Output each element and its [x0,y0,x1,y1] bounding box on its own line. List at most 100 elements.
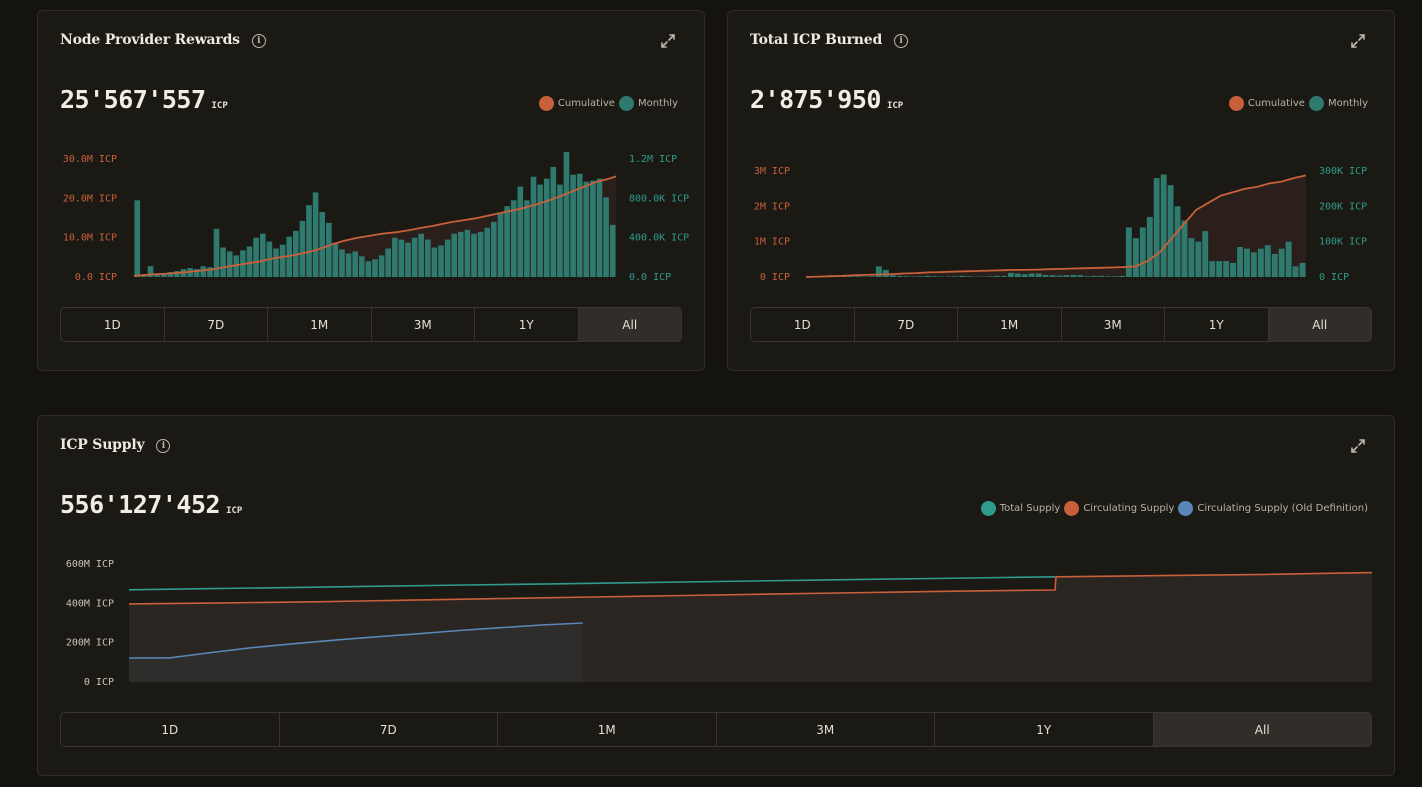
cumulative-line[interactable] [805,174,1307,278]
monthly-bar[interactable] [1264,245,1271,277]
monthly-bar[interactable] [1271,254,1278,277]
range-button-1y[interactable]: 1Y [1165,308,1269,341]
monthly-bar[interactable] [931,276,938,277]
monthly-bar[interactable] [1195,241,1202,277]
range-button-all[interactable]: All [1153,713,1371,746]
monthly-bar[interactable] [1257,248,1264,277]
monthly-bar[interactable] [1028,273,1035,278]
monthly-bar[interactable] [378,255,385,277]
monthly-bar[interactable] [987,276,993,277]
monthly-bar[interactable] [134,200,141,277]
monthly-bar[interactable] [286,236,292,277]
monthly-bar[interactable] [160,273,167,277]
monthly-bar[interactable] [1000,275,1007,277]
monthly-bar[interactable] [603,197,609,277]
monthly-bar[interactable] [1223,261,1230,277]
monthly-bar[interactable] [924,275,931,277]
monthly-bar[interactable] [1014,273,1021,278]
monthly-bar[interactable] [994,275,1000,277]
monthly-bar[interactable] [1202,231,1209,277]
monthly-bar[interactable] [193,269,200,277]
monthly-bar[interactable] [1160,174,1167,278]
monthly-bar[interactable] [425,239,431,277]
monthly-bar[interactable] [458,231,464,277]
monthly-bar[interactable] [365,261,372,277]
monthly-bar[interactable] [464,229,471,277]
info-icon[interactable]: i [251,34,266,48]
monthly-bar[interactable] [875,266,882,277]
monthly-bar[interactable] [147,266,154,277]
monthly-bar[interactable] [398,239,405,277]
monthly-bar[interactable] [1119,275,1125,277]
range-button-3m[interactable]: 3M [717,713,935,746]
monthly-bar[interactable] [306,205,312,277]
monthly-bar[interactable] [385,248,391,278]
monthly-bar[interactable] [167,272,174,277]
monthly-bar[interactable] [438,245,444,278]
monthly-bar[interactable] [855,276,861,277]
monthly-bar[interactable] [848,276,855,277]
monthly-bar[interactable] [1063,275,1070,277]
monthly-bar[interactable] [1167,185,1174,277]
range-button-1d[interactable]: 1D [751,308,855,341]
circulating-supply-line[interactable] [128,571,1373,605]
monthly-bar[interactable] [889,275,896,277]
expand-icon[interactable] [660,33,676,49]
legend-monthly[interactable]: Monthly [618,96,678,111]
range-button-7d[interactable]: 7D [280,713,498,746]
monthly-bar[interactable] [345,253,352,277]
monthly-bar[interactable] [1021,274,1028,277]
expand-icon[interactable] [1350,438,1366,454]
monthly-bar[interactable] [550,166,557,277]
range-button-all[interactable]: All [1268,308,1371,341]
monthly-bar[interactable] [213,228,220,277]
monthly-bar[interactable] [405,242,411,277]
monthly-bar[interactable] [1174,206,1181,277]
range-button-1m[interactable]: 1M [498,713,717,746]
monthly-bar[interactable] [1132,238,1139,277]
monthly-bar[interactable] [332,242,339,277]
monthly-bar[interactable] [352,251,358,277]
monthly-bar[interactable] [273,248,279,278]
monthly-bar[interactable] [537,184,543,277]
monthly-bar[interactable] [418,233,424,277]
range-button-7d[interactable]: 7D [855,308,958,341]
range-button-3m[interactable]: 3M [372,308,475,341]
monthly-bar[interactable] [253,237,259,277]
monthly-bar[interactable] [1112,276,1118,277]
monthly-bar[interactable] [896,275,903,277]
monthly-bar[interactable] [917,276,924,277]
monthly-bar[interactable] [517,186,524,278]
range-button-1y[interactable]: 1Y [935,713,1154,746]
monthly-bar[interactable] [1077,275,1084,277]
monthly-bar[interactable] [226,251,233,277]
monthly-bar[interactable] [484,227,490,277]
monthly-bar[interactable] [372,259,378,277]
monthly-bar[interactable] [339,249,345,278]
monthly-bar[interactable] [359,256,365,277]
monthly-bar[interactable] [1188,238,1195,277]
monthly-bar[interactable] [1299,262,1306,277]
range-button-1m[interactable]: 1M [268,308,372,341]
monthly-bar[interactable] [1084,276,1091,277]
range-button-1y[interactable]: 1Y [475,308,579,341]
monthly-bar[interactable] [312,192,319,277]
legend-cumulative[interactable]: Cumulative [1228,96,1305,111]
range-button-1m[interactable]: 1M [958,308,1062,341]
monthly-bar[interactable] [174,271,180,277]
monthly-bar[interactable] [477,231,484,277]
monthly-bar[interactable] [326,222,332,277]
monthly-bar[interactable] [959,275,966,277]
monthly-bar[interactable] [154,275,160,277]
monthly-bar[interactable] [1209,261,1216,277]
monthly-bar[interactable] [1230,262,1236,277]
range-button-3m[interactable]: 3M [1062,308,1165,341]
monthly-bar[interactable] [1105,276,1111,277]
legend-total-supply[interactable]: Total Supply [980,501,1060,516]
monthly-bar[interactable] [1049,275,1056,277]
monthly-bar[interactable] [1091,275,1098,277]
monthly-bar[interactable] [491,221,497,277]
monthly-bar[interactable] [444,239,451,277]
monthly-bar[interactable] [471,233,477,277]
monthly-bar[interactable] [392,237,398,277]
